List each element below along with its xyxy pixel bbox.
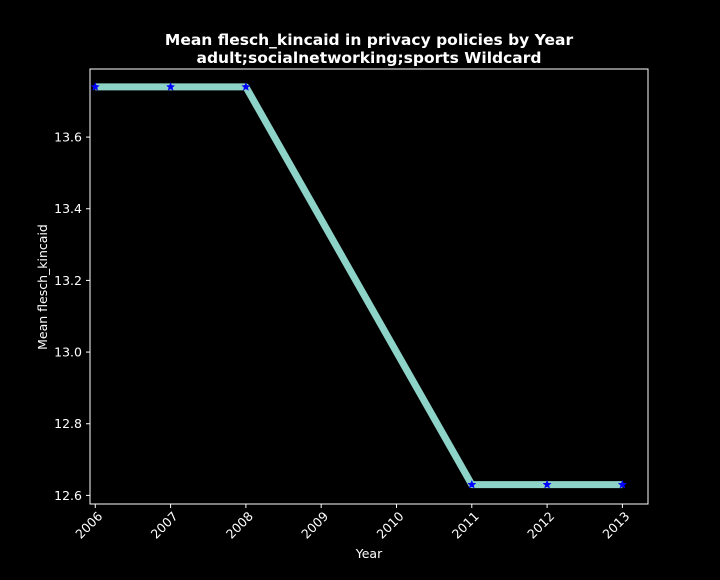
plot-frame [89,68,649,505]
chart-subtitle: adult;socialnetworking;sports Wildcard [196,49,541,67]
data-point-marker [542,479,552,489]
series-layer [90,82,628,489]
x-axis: 2006 2007 2008 2009 2010 2011 2012 2013 [72,504,633,542]
data-point-marker [617,479,628,489]
data-point-marker [90,82,100,91]
x-axis-label: Year [355,546,383,561]
y-tick-label: 12.8 [54,416,82,431]
y-tick-label: 13.4 [54,201,82,216]
chart-title: Mean flesch_kincaid in privacy policies … [165,31,574,49]
data-point-marker [467,479,477,489]
data-point-marker [165,82,176,91]
data-point-marker [241,82,251,91]
y-tick-label: 13.0 [54,345,82,360]
y-tick-label: 13.2 [54,273,82,288]
y-tick-label: 13.6 [54,130,82,145]
y-axis-label: Mean flesch_kincaid [35,224,50,350]
y-axis: 12.6 12.8 13.0 13.2 13.4 13.6 [54,130,90,503]
series-line [95,83,623,489]
y-tick-label: 12.6 [54,488,82,503]
